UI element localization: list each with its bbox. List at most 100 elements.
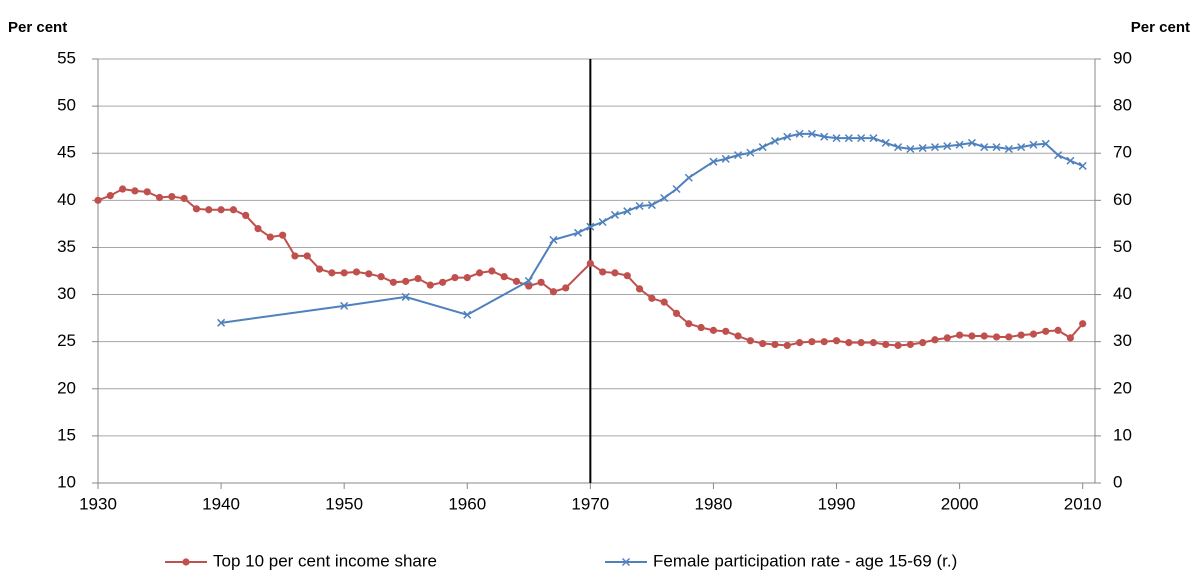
point [771, 340, 779, 349]
point [795, 339, 804, 347]
point [648, 294, 656, 302]
point [525, 282, 533, 290]
point [303, 252, 311, 260]
y-tick-label: 15 [57, 425, 76, 444]
point [549, 288, 558, 296]
point [574, 228, 583, 237]
point [94, 196, 102, 204]
point [1042, 327, 1050, 335]
point [242, 211, 250, 220]
point [524, 276, 533, 285]
y-tick-label: 55 [57, 48, 76, 67]
point [598, 217, 607, 227]
point [709, 157, 718, 166]
y-tick-label: 35 [57, 237, 76, 256]
point [709, 326, 718, 334]
point [635, 201, 644, 211]
x-tick-label: 1930 [79, 494, 117, 513]
legend-label: Top 10 per cent income share [213, 551, 437, 570]
point [672, 184, 681, 194]
point [131, 187, 139, 195]
point [647, 201, 656, 210]
point [832, 337, 841, 345]
point [795, 129, 804, 138]
point [1041, 139, 1050, 148]
y-tick-label: 45 [57, 143, 76, 162]
point [684, 173, 693, 182]
point [611, 269, 619, 277]
y-tick-label: 10 [57, 472, 76, 491]
point [930, 143, 940, 152]
point [758, 143, 767, 152]
point [463, 273, 471, 282]
point [660, 193, 669, 203]
point [537, 278, 545, 286]
point [992, 333, 1001, 341]
point [192, 205, 201, 213]
y2-tick-label: 60 [1113, 190, 1132, 209]
point [229, 206, 237, 214]
point [660, 298, 668, 306]
x-tick-label: 2000 [941, 494, 979, 513]
point [1017, 331, 1025, 339]
point [328, 269, 336, 277]
y2-tick-label: 30 [1113, 331, 1132, 350]
y2-tick-label: 40 [1113, 284, 1132, 303]
point [919, 339, 927, 347]
point [882, 340, 890, 349]
point [439, 278, 447, 286]
y2-axis-label: Per cent [1131, 19, 1190, 36]
x-tick-label: 1940 [202, 494, 240, 513]
point [402, 277, 410, 285]
point [155, 193, 164, 202]
y2-tick-label: 20 [1113, 378, 1132, 397]
point [672, 309, 681, 317]
series [94, 185, 1087, 350]
point [869, 339, 878, 347]
point [918, 144, 927, 153]
point [1029, 330, 1038, 338]
point [291, 252, 299, 260]
point [623, 207, 632, 216]
y2-tick-label: 80 [1113, 96, 1132, 115]
point [586, 259, 594, 268]
point [217, 318, 226, 327]
point [623, 272, 631, 280]
point [119, 185, 127, 193]
point [1054, 151, 1063, 160]
point [734, 151, 743, 160]
x-tick-label: 1990 [818, 494, 856, 513]
point [340, 269, 348, 277]
point [266, 233, 274, 241]
point [894, 143, 903, 152]
point [906, 340, 914, 349]
point [1017, 143, 1026, 152]
point [1029, 140, 1038, 149]
y-tick-label: 40 [57, 190, 76, 209]
point [352, 268, 361, 276]
point [820, 132, 829, 141]
point [340, 301, 349, 310]
point [722, 327, 730, 335]
point [463, 310, 472, 319]
legend-marker [621, 557, 631, 567]
point [734, 332, 742, 340]
point [967, 138, 976, 147]
point [881, 138, 890, 147]
point [869, 134, 878, 143]
y2-tick-label: 10 [1113, 425, 1132, 444]
point [955, 140, 964, 149]
point [586, 222, 595, 231]
point [980, 332, 988, 340]
point [599, 268, 607, 276]
point [845, 339, 853, 347]
x-tick-label: 1960 [448, 494, 486, 513]
point [205, 206, 213, 214]
point [808, 338, 816, 346]
point [931, 336, 939, 344]
point [168, 192, 176, 201]
point [783, 132, 792, 141]
point [562, 284, 570, 292]
point [857, 134, 866, 143]
point [1004, 144, 1013, 154]
